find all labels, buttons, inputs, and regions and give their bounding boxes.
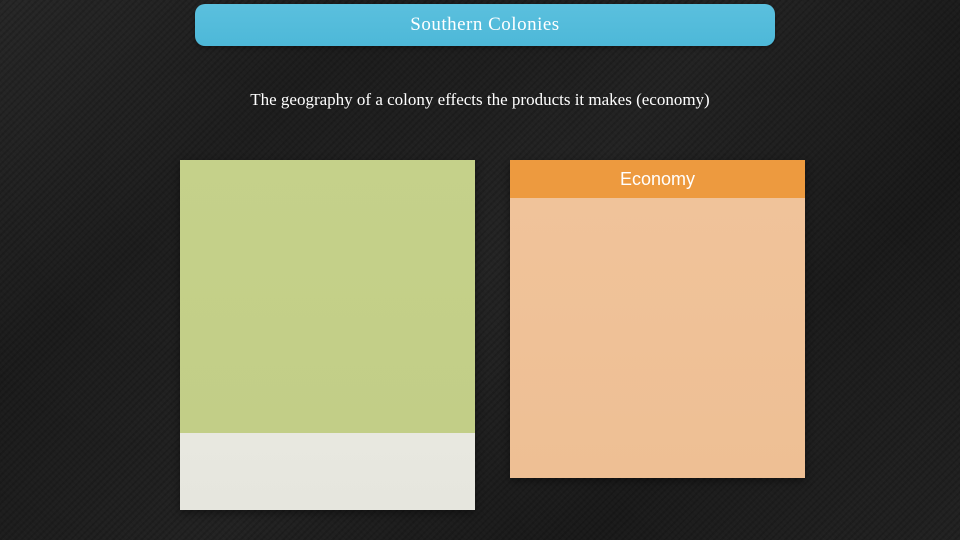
geography-card: [180, 160, 475, 510]
slide-title: Southern Colonies: [410, 14, 559, 36]
slide-subtitle: The geography of a colony effects the pr…: [0, 90, 960, 110]
title-bar: Southern Colonies: [195, 4, 775, 46]
economy-card: Economy: [510, 160, 805, 478]
economy-card-header: Economy: [510, 160, 805, 198]
